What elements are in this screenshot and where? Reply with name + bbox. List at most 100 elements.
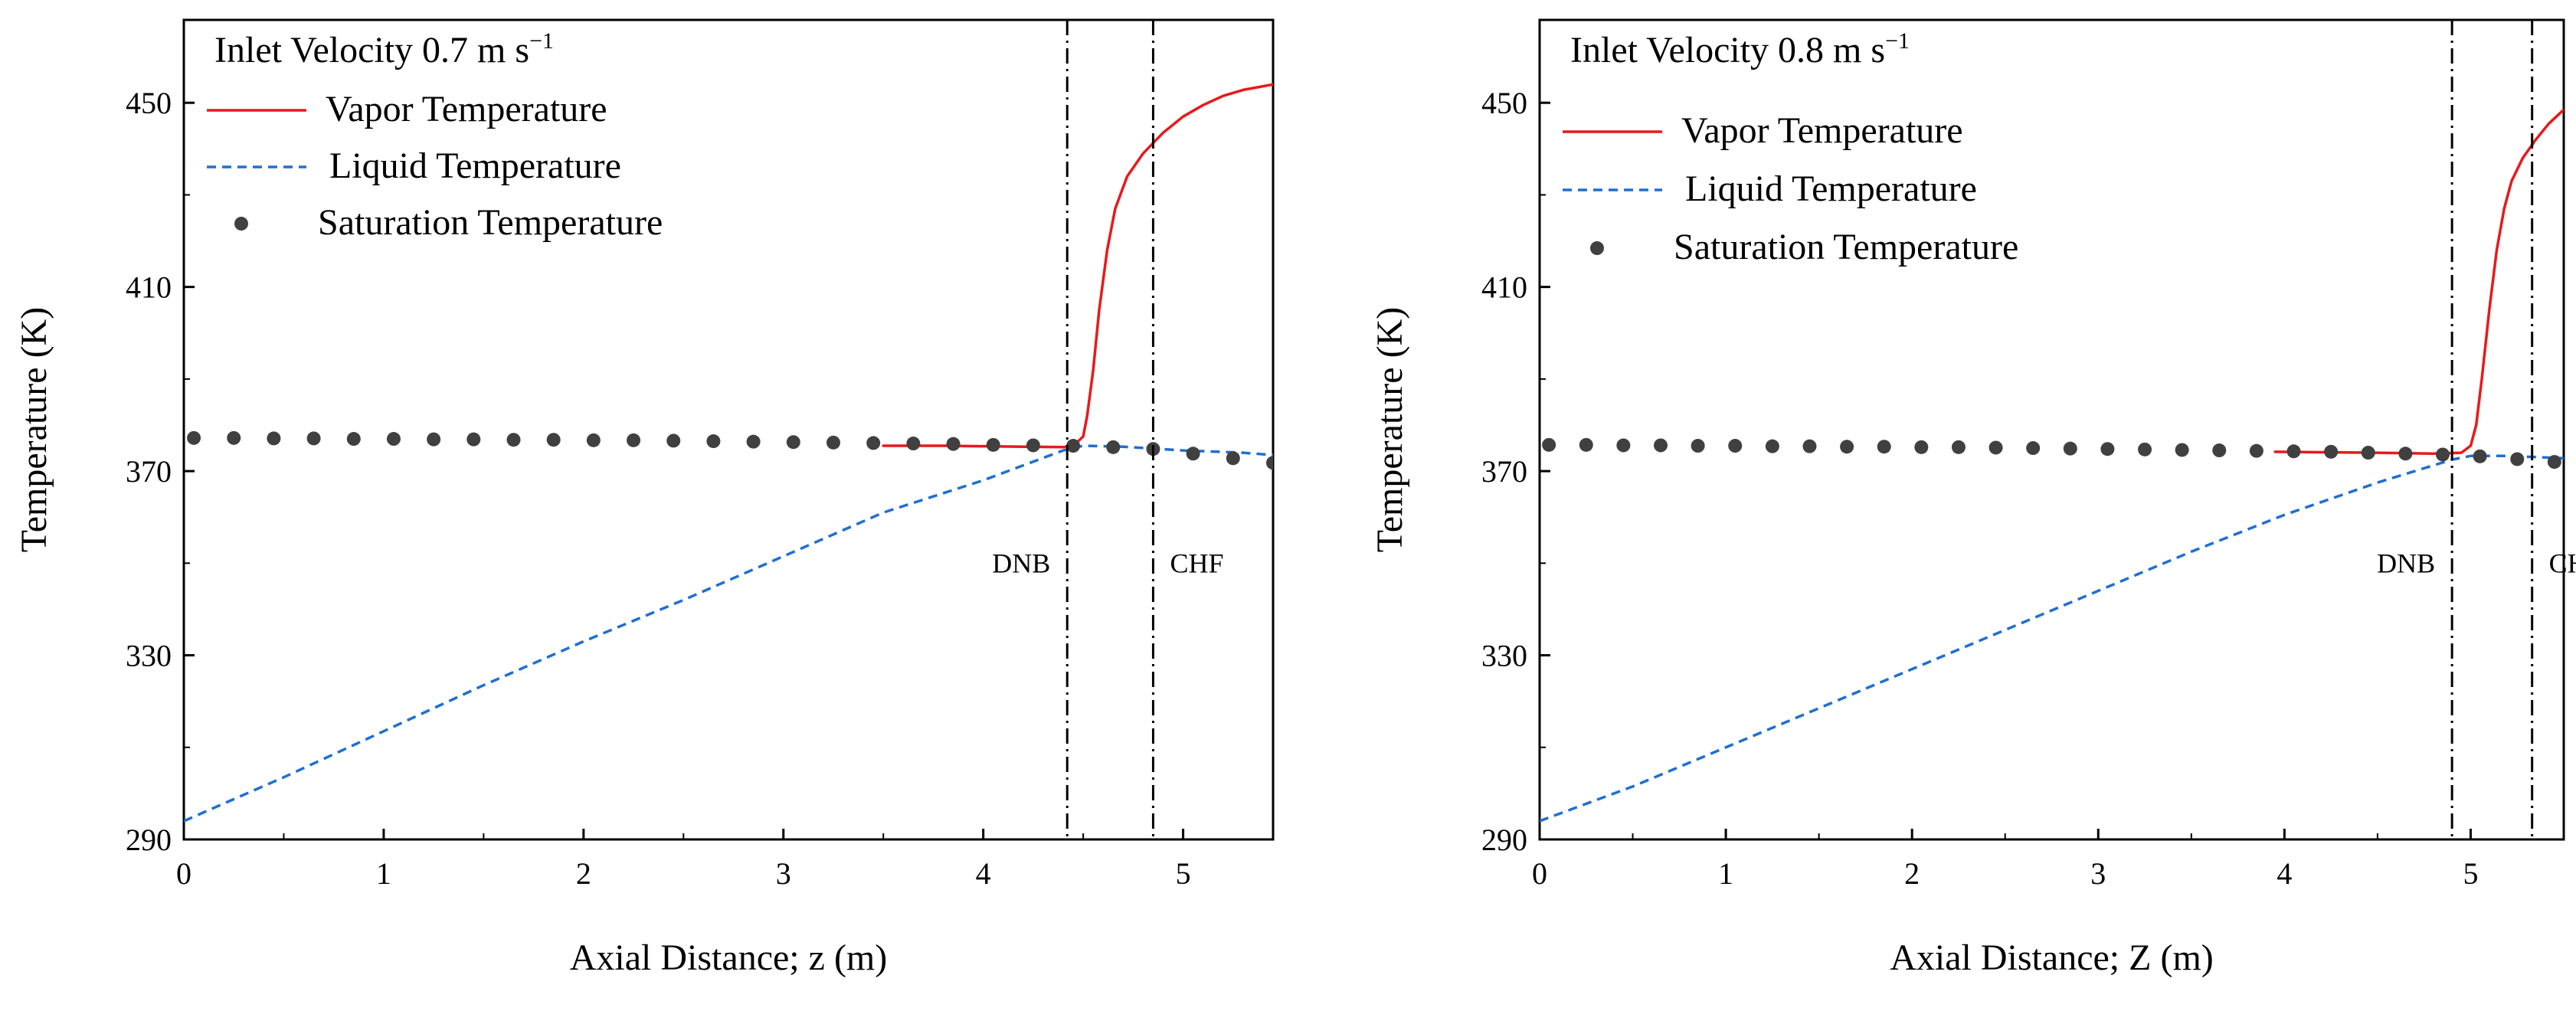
left-saturation-temperature-point — [946, 437, 961, 451]
left-saturation-temperature-point — [306, 431, 321, 446]
right-y-tick-label: 410 — [1481, 270, 1527, 305]
left-saturation-temperature-point — [706, 434, 721, 449]
left-y-tick-label: 370 — [126, 454, 172, 489]
right-saturation-temperature-point — [2175, 443, 2189, 457]
right-saturation-temperature-point — [2100, 442, 2115, 456]
left-saturation-temperature-point — [346, 432, 361, 447]
right-saturation-temperature-point — [2361, 446, 2375, 460]
left-saturation-temperature-point — [1186, 447, 1200, 461]
left-x-tick-label: 1 — [376, 856, 391, 891]
right-saturation-temperature-point — [2510, 452, 2525, 466]
right-saturation-temperature-point — [2398, 447, 2413, 461]
right-dnb-label: DNB — [2377, 548, 2435, 578]
right-saturation-temperature-point — [1728, 439, 1743, 453]
right-saturation-temperature-point — [1802, 439, 1817, 453]
right-saturation-temperature-point — [1654, 438, 1668, 453]
right-vapor-temperature-line — [2273, 108, 2564, 456]
left-y-tick-label: 410 — [126, 270, 172, 305]
left-legend-label-saturation-temperature: Saturation Temperature — [318, 202, 663, 243]
left-vapor-temperature-line — [882, 83, 1273, 449]
left-saturation-temperature-point — [1226, 451, 1240, 466]
left-saturation-temperature-point — [1066, 439, 1081, 453]
right-saturation-temperature-point — [2547, 455, 2561, 470]
right-saturation-temperature-point — [2212, 443, 2227, 458]
right-plot-frame — [1538, 18, 2565, 841]
left-saturation-temperature-point — [386, 432, 401, 447]
right-saturation-temperature-point — [1951, 440, 1966, 454]
right-saturation-temperature-point — [2249, 443, 2263, 458]
left-y-tick-label: 290 — [126, 823, 172, 857]
left-saturation-temperature-point — [466, 432, 481, 447]
left-liquid-temperature-line — [184, 444, 1273, 823]
right-saturation-temperature-point — [1765, 439, 1779, 453]
left-saturation-temperature-point — [506, 433, 521, 447]
left-data-layer — [184, 83, 1273, 823]
left-legend-title-superscript: −1 — [529, 28, 554, 54]
right-legend-label-vapor-temperature: Vapor Temperature — [1681, 110, 1963, 151]
right-saturation-temperature-point — [2138, 442, 2152, 456]
right-x-tick-label: 5 — [2463, 856, 2478, 891]
left-legend-label-vapor-temperature: Vapor Temperature — [326, 89, 607, 129]
left-saturation-temperature-point — [986, 437, 1000, 452]
left-plot-frame — [182, 18, 1275, 841]
right-y-tick-label: 450 — [1481, 86, 1527, 120]
chart-left: 0 1 2 3 4 5 290 330 370 410 450 Axial Distance; z (… — [14, 18, 1275, 978]
left-saturation-temperature-point — [826, 435, 840, 450]
left-saturation-temperature-point — [666, 434, 681, 448]
left-saturation-temperature-point — [627, 433, 641, 447]
right-legend-swatch-saturation-temperature — [1590, 241, 1604, 255]
right-y-tick-label: 290 — [1481, 823, 1527, 857]
right-saturation-temperature-point — [2063, 441, 2077, 456]
left-saturation-temperature-point — [746, 434, 761, 449]
left-saturation-temperature-point — [1266, 456, 1273, 470]
left-y-tick-label: 330 — [126, 639, 172, 673]
left-legend-title: Inlet Velocity 0.7 m s−1 — [214, 28, 554, 70]
right-saturation-temperature-point — [1616, 438, 1631, 453]
right-legend-title: Inlet Velocity 0.8 m s−1 — [1570, 28, 1910, 70]
right-saturation-temperature-point — [1691, 439, 1705, 453]
right-x-tick-label: 3 — [2090, 856, 2106, 891]
right-x-axis-title: Axial Distance; Z (m) — [1890, 937, 2214, 978]
right-legend-label-liquid-temperature: Liquid Temperature — [1685, 168, 1977, 209]
right-saturation-temperature-point — [2324, 444, 2339, 459]
right-y-tick-label: 330 — [1481, 639, 1527, 673]
right-saturation-temperature-point — [1877, 440, 1891, 454]
left-x-tick-label: 4 — [976, 856, 991, 891]
right-y-tick-label: 370 — [1481, 454, 1527, 489]
right-x-tick-label: 2 — [1904, 856, 1920, 891]
left-legend-swatch-saturation-temperature — [234, 217, 248, 231]
left-saturation-temperature-point — [267, 431, 281, 446]
left-x-axis-title: Axial Distance; z (m) — [570, 937, 888, 978]
right-saturation-temperature-point — [1988, 440, 2003, 455]
right-x-tick-label: 1 — [1718, 856, 1733, 891]
left-x-tick-label: 0 — [176, 856, 191, 891]
left-saturation-temperature-point — [546, 433, 561, 447]
right-x-tick-label: 0 — [1532, 856, 1547, 891]
right-liquid-temperature-line — [1540, 454, 2564, 823]
left-saturation-temperature-point — [586, 433, 601, 447]
right-saturation-temperature-point — [1914, 440, 1929, 454]
right-saturation-temperature-point — [2026, 441, 2041, 456]
right-saturation-temperature-point — [1579, 437, 1593, 452]
right-saturation-temperature-point — [2473, 449, 2487, 463]
left-saturation-temperature-point — [187, 430, 201, 445]
left-x-tick-label: 5 — [1176, 856, 1191, 891]
left-x-tick-label: 3 — [776, 856, 791, 891]
left-dnb-label: DNB — [992, 548, 1050, 578]
right-saturation-temperature-point — [1840, 440, 1854, 454]
right-legend-title-superscript: −1 — [1885, 28, 1910, 54]
left-saturation-temperature-point — [1026, 438, 1040, 453]
right-legend-label-saturation-temperature: Saturation Temperature — [1674, 227, 2018, 267]
right-y-axis-title: Temperature (K) — [1370, 307, 1410, 552]
left-saturation-temperature-point — [786, 435, 800, 450]
right-x-tick-label: 4 — [2277, 856, 2292, 891]
right-chf-label: CHF — [2549, 548, 2576, 578]
left-chf-label: CHF — [1170, 548, 1223, 578]
left-saturation-temperature-point — [227, 430, 241, 445]
chart-right: 0 1 2 3 4 5 290 330 370 410 450 Axial Distance; Z (… — [1370, 18, 2576, 978]
right-data-layer — [1540, 108, 2564, 823]
left-legend-label-liquid-temperature: Liquid Temperature — [329, 146, 621, 186]
right-saturation-temperature-point — [2435, 447, 2450, 462]
left-y-axis-title: Temperature (K) — [14, 307, 54, 552]
